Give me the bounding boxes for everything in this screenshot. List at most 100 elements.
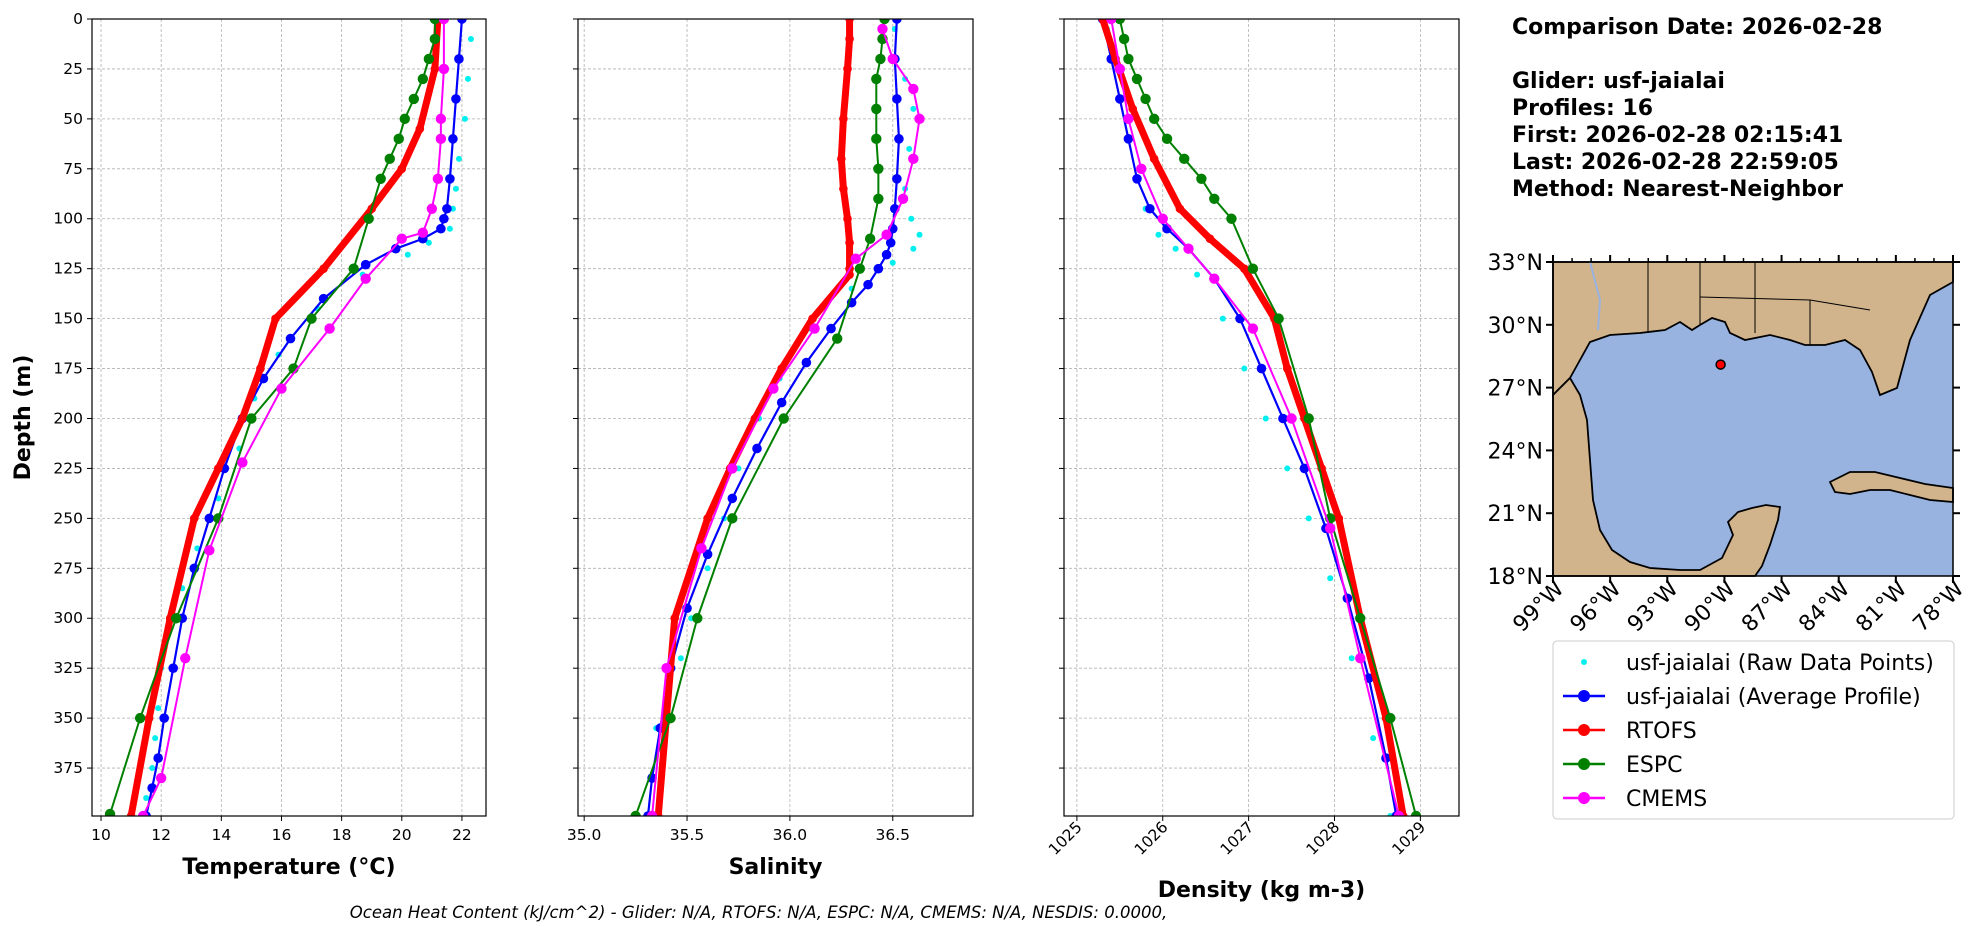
point-espc (727, 513, 738, 524)
point-average (390, 243, 401, 254)
x-tick-label: 12 (151, 826, 171, 844)
point-cmems (1209, 273, 1220, 284)
y-tick-label: 200 (53, 409, 83, 427)
point-espc (1303, 413, 1314, 424)
point-raw (916, 231, 923, 238)
point-rtofs (777, 364, 786, 373)
point-espc (1118, 33, 1130, 45)
point-espc (348, 263, 359, 274)
point-rtofs (845, 19, 854, 24)
point-espc (134, 712, 146, 724)
x-tick-label: 18 (332, 826, 352, 844)
panel-3: 1025 1026 1027 1028 1029 Density (kg m-3) (1045, 18, 1460, 903)
point-cmems (276, 383, 287, 394)
axes-frame (577, 18, 974, 817)
y-tick-label: 325 (53, 659, 83, 677)
point-average (439, 213, 449, 224)
point-average (153, 753, 163, 763)
x-tick-label: 1029 (1389, 818, 1430, 859)
point-espc (408, 93, 420, 105)
x-tick-label: 36.5 (876, 826, 911, 844)
profile-count: Profiles: 16 (1512, 96, 1654, 121)
point-espc (363, 213, 374, 224)
map-land-north (1552, 261, 1954, 398)
x-tick-label: 1027 (1217, 818, 1258, 859)
point-cmems (1136, 163, 1147, 175)
last-time: Last: 2026-02-28 22:59:05 (1512, 150, 1839, 175)
legend-label: ESPC (1626, 753, 1683, 778)
point-espc (1196, 173, 1207, 184)
point-rtofs (271, 314, 280, 323)
point-rtofs (845, 34, 854, 44)
point-espc (393, 133, 404, 145)
point-cmems (360, 273, 371, 284)
series-group (104, 19, 474, 816)
point-rtofs (1098, 19, 1107, 24)
comparison-date: Comparison Date: 2026-02-28 (1512, 15, 1883, 40)
point-raw (910, 245, 917, 252)
series-line-cmems (142, 19, 445, 816)
point-espc (1179, 153, 1190, 165)
map-lon-label: 90°W (1680, 576, 1741, 637)
point-average (445, 173, 455, 184)
legend-label: CMEMS (1626, 787, 1707, 812)
legend-item-espc: ESPC (1563, 753, 1683, 778)
panel-2: 35.0 35.5 36.0 36.5 Salinity (567, 18, 974, 880)
point-average (285, 333, 296, 344)
x-tick-label: 20 (392, 826, 412, 844)
point-rtofs (1149, 154, 1159, 164)
y-tick-label: 50 (63, 110, 83, 128)
point-espc (1226, 213, 1237, 224)
footer-text: Ocean Heat Content (kJ/cm^2) - Glider: N… (349, 903, 1168, 922)
x-axis-label: Density (kg m-3) (1158, 878, 1366, 903)
point-cmems (155, 772, 167, 784)
point-raw (910, 105, 917, 112)
point-cmems (887, 53, 898, 65)
info-panel: Comparison Date: 2026-02-28 Glider: usf-… (1512, 14, 1882, 203)
point-espc (1148, 113, 1160, 125)
series-line-average (1101, 19, 1398, 816)
map-lat-label: 30°N (1488, 314, 1543, 339)
y-tick-label: 100 (53, 210, 83, 228)
point-average (168, 663, 179, 673)
point-rtofs (189, 514, 199, 523)
map-river (1589, 261, 1602, 331)
point-rtofs (703, 514, 712, 523)
point-raw (404, 251, 411, 258)
map-lat-label: 18°N (1488, 565, 1543, 590)
point-cmems (696, 543, 707, 554)
x-tick-label: 1028 (1303, 818, 1344, 859)
y-tick-label: 300 (53, 609, 83, 627)
point-raw (467, 35, 474, 42)
x-tick-label: 35.0 (567, 826, 602, 844)
point-average (892, 94, 902, 104)
x-tick-label: 22 (452, 826, 472, 844)
point-cmems (1393, 810, 1405, 816)
point-cmems (661, 662, 672, 674)
y-tick-label: 125 (53, 260, 83, 278)
point-cmems (877, 23, 888, 35)
point-cmems (432, 173, 444, 184)
series-line-rtofs (127, 19, 442, 816)
point-average (1145, 203, 1155, 214)
y-tick-label: 350 (53, 709, 83, 727)
point-espc (871, 133, 882, 145)
y-tick-label: 275 (53, 559, 83, 577)
point-cmems (1324, 523, 1336, 534)
y-tick-label: 0 (73, 10, 83, 28)
point-raw (464, 75, 471, 82)
map-lat-label: 21°N (1488, 502, 1543, 527)
legend-item-rtofs: RTOFS (1563, 719, 1697, 744)
profile-panels: 0 25 50 75 100 125 150 175 200 225 250 275 300 325 350… (11, 10, 1460, 903)
point-espc (778, 413, 789, 424)
series-group (630, 19, 925, 816)
point-average (448, 134, 458, 144)
point-cmems (417, 227, 429, 238)
point-raw (1327, 575, 1334, 582)
point-cmems (237, 457, 248, 468)
point-raw (455, 155, 462, 162)
point-cmems (850, 253, 861, 264)
gulf-of-mexico-map: 33°N30°N27°N24°N21°N18°N99°W96°W93°W90°W… (1488, 251, 1970, 637)
x-tick-label: 10 (91, 826, 111, 844)
point-espc (423, 53, 435, 65)
